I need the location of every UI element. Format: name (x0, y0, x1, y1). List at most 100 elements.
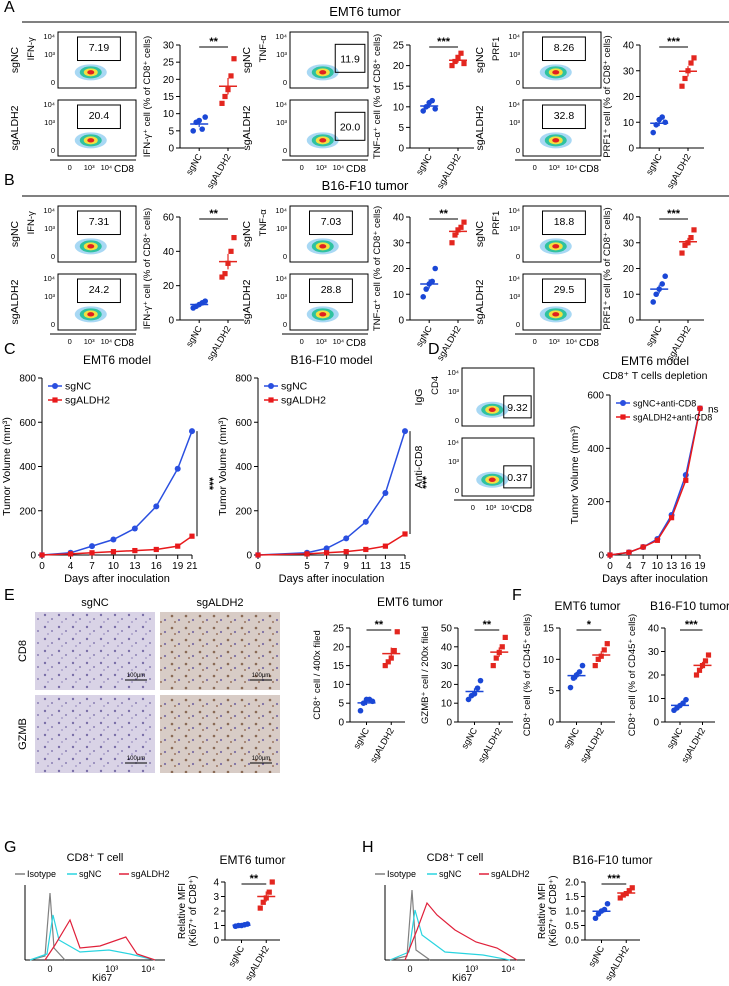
x-tick-label: 0 (47, 964, 52, 974)
chart-title: EMT6 model (621, 354, 689, 368)
x-axis-label: Days after inoculation (279, 573, 385, 585)
data-point (391, 647, 397, 654)
flow-density (552, 244, 560, 249)
y-axis-label: Tumor Volume (mm³) (217, 417, 229, 516)
y-axis-label: TNF-α⁺ cell (% of CD8⁺ cells) (372, 206, 383, 331)
gate-value: 20.4 (89, 110, 110, 122)
row-label: sgALDH2 (474, 279, 486, 324)
panel-letter: A (4, 0, 15, 16)
data-point (228, 248, 234, 254)
y-tick-label: 0 (653, 718, 659, 729)
x-tick-label: 0 (39, 561, 45, 572)
data-point (67, 551, 74, 557)
x-tick-label: 10³ (549, 337, 560, 346)
data-point (244, 921, 251, 927)
data-point (452, 58, 458, 65)
x-tick-label: 10⁴ (566, 337, 578, 346)
data-point (697, 405, 703, 411)
data-point (640, 544, 646, 550)
y-tick-label: 30 (163, 41, 175, 52)
row-label: sgALDH2 (241, 105, 253, 150)
flow-density (87, 70, 95, 75)
data-point (449, 240, 455, 246)
data-point (257, 905, 263, 911)
data-point (432, 106, 439, 112)
x-tick-label: 9 (343, 561, 349, 572)
data-point (89, 543, 95, 550)
data-point (174, 465, 181, 472)
chart-title: EMT6 model (83, 353, 151, 367)
y-tick-label: 600 (19, 418, 36, 429)
y-tick-label: 2 (213, 907, 219, 918)
data-point (304, 551, 310, 557)
data-point (343, 549, 349, 555)
data-point (452, 232, 458, 238)
significance: *** (607, 873, 621, 885)
row-label: sgNC (241, 220, 253, 247)
y-tick-label: 30 (393, 238, 405, 249)
gate (542, 104, 586, 130)
x-tick-label: sgNC (665, 726, 685, 751)
data-point (659, 114, 665, 120)
chart-title: CD8⁺ T cell (427, 852, 484, 864)
x-tick-label: sgNC (226, 944, 246, 969)
data-point (39, 552, 45, 558)
flow-density (319, 244, 327, 249)
gate (542, 210, 586, 236)
legend-label: sgALDH2 (281, 395, 326, 407)
x-tick-label: sgALDH2 (578, 726, 606, 764)
gate-value: 7.19 (89, 42, 110, 54)
data-point (592, 663, 598, 669)
y-tick-label: 15 (393, 82, 405, 93)
y-tick-label: 0 (398, 316, 404, 327)
x-tick-label: 10³ (549, 163, 560, 172)
panel-letter: C (4, 341, 16, 358)
row-label: sgALDH2 (9, 105, 21, 150)
data-point (502, 634, 508, 640)
data-point (382, 490, 389, 497)
data-point (465, 696, 472, 703)
panel-letter: B (4, 172, 15, 189)
significance: *** (416, 476, 428, 490)
y-axis-label: IFN-γ⁺ cell (% of CD8⁺ cells) (142, 36, 153, 157)
x-tick-label: 0 (533, 163, 537, 172)
y-tick-label: 10³ (509, 118, 520, 127)
flow-density (87, 312, 95, 317)
scale-bar-label: 100μm (127, 673, 145, 679)
data-point (394, 629, 400, 635)
y-tick-label: 10⁴ (275, 274, 287, 283)
y-tick-label: 10⁴ (447, 438, 459, 447)
y-tick-label: 40 (623, 41, 635, 52)
data-point (89, 550, 95, 556)
data-point (604, 641, 610, 647)
significance: ** (375, 619, 384, 631)
legend-label: Isotype (27, 869, 56, 879)
panel-letter: H (362, 839, 374, 856)
y-tick-label: 0 (51, 146, 55, 155)
y-tick-label: 400 (19, 462, 36, 473)
x-tick-label: 0 (300, 337, 304, 346)
y-tick-label: 0 (446, 718, 452, 729)
data-point (650, 299, 656, 305)
y-tick-label: 10⁴ (508, 32, 520, 41)
gate (503, 465, 532, 489)
y-tick-label: 10⁴ (43, 206, 55, 215)
data-point (629, 885, 635, 891)
data-point (682, 75, 688, 82)
data-point (420, 108, 427, 114)
x-tick-label: 10³ (84, 337, 95, 346)
data-point (688, 235, 694, 241)
micrograph (35, 612, 155, 690)
y-tick-label: 30 (623, 66, 635, 77)
flow-density (552, 70, 560, 75)
series-line (41, 430, 193, 556)
panel-title: B16-F10 tumor (322, 178, 409, 193)
data-point (269, 879, 275, 885)
x-tick-label: 10⁴ (101, 163, 113, 172)
data-point (626, 888, 632, 894)
data-point (429, 97, 436, 104)
y-tick-label: 10⁴ (43, 274, 55, 283)
x-tick-label: 0 (68, 163, 72, 172)
x-tick-label: 0 (407, 964, 412, 974)
data-point (222, 93, 228, 100)
